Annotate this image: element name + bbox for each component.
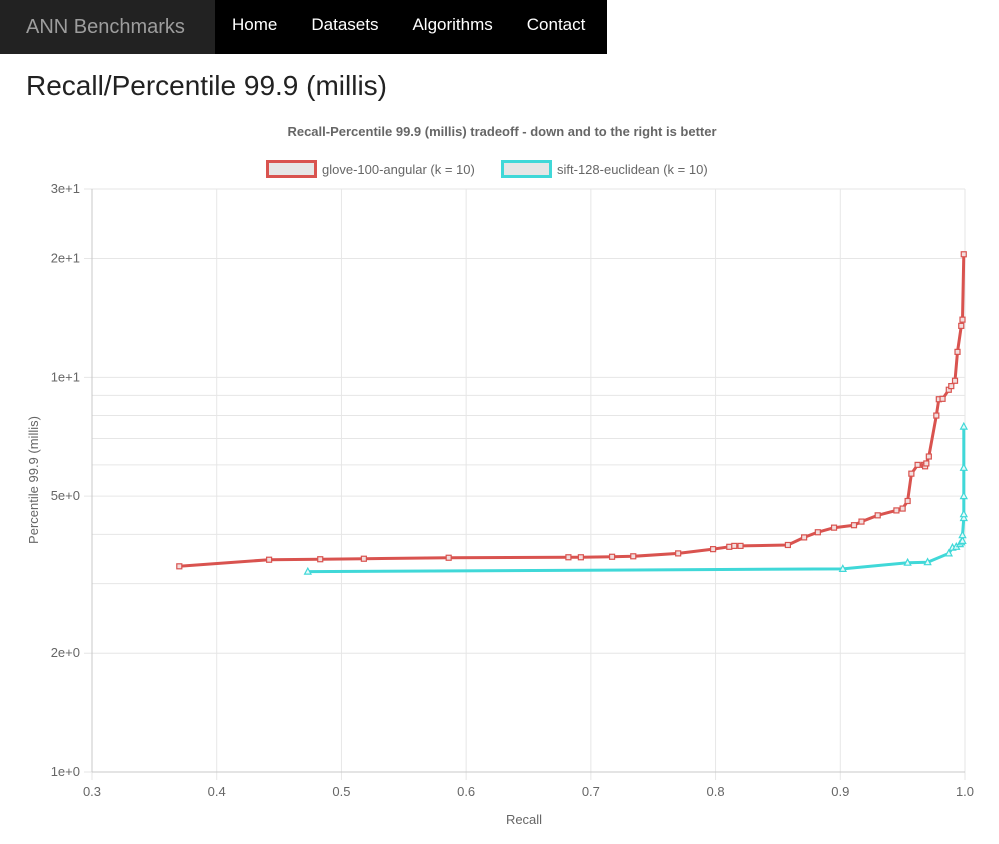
data-point-glove[interactable] [675, 550, 682, 557]
data-point-glove[interactable] [360, 555, 367, 562]
series-sift [303, 421, 968, 575]
data-point-glove[interactable] [954, 348, 961, 355]
data-point-glove[interactable] [951, 377, 959, 384]
data-point-glove[interactable] [858, 518, 865, 525]
data-point-glove[interactable] [608, 553, 616, 560]
y-tick-label: 1e+1 [51, 369, 80, 384]
legend-swatch-glove[interactable] [266, 160, 317, 178]
data-point-glove[interactable] [814, 529, 821, 536]
data-point-glove[interactable] [731, 542, 738, 549]
data-point-glove[interactable] [445, 554, 452, 561]
nav-datasets[interactable]: Datasets [311, 15, 379, 34]
data-point-glove[interactable] [914, 461, 921, 468]
data-point-glove[interactable] [933, 412, 940, 419]
grid [84, 188, 966, 780]
chart-title: Recall-Percentile 99.9 (millis) tradeoff… [287, 124, 716, 139]
data-point-glove[interactable] [726, 543, 733, 550]
data-point-glove[interactable] [176, 563, 183, 570]
data-point-sift[interactable] [958, 530, 967, 539]
y-axis-title: Percentile 99.9 (millis) [26, 416, 41, 544]
data-point-glove[interactable] [784, 541, 792, 549]
x-tick-labels: 0.3 0.4 0.5 0.6 0.7 0.8 0.9 1.0 [83, 784, 974, 799]
nav-algorithms[interactable]: Algorithms [412, 15, 493, 34]
x-tick-label: 0.3 [83, 784, 101, 799]
data-point-glove[interactable] [959, 316, 966, 323]
data-point-glove[interactable] [874, 512, 881, 519]
page-title: Recall/Percentile 99.9 (millis) [26, 70, 388, 101]
data-point-glove[interactable] [925, 453, 932, 460]
navbar: ANN Benchmarks Home Datasets Algorithms … [0, 0, 607, 54]
nav-contact[interactable]: Contact [526, 15, 586, 34]
y-tick-label: 3e+1 [51, 181, 80, 196]
data-point-glove[interactable] [801, 534, 808, 541]
data-point-glove[interactable] [960, 251, 967, 258]
x-tick-label: 1.0 [956, 784, 974, 799]
data-point-sift[interactable] [303, 566, 312, 575]
data-point-sift[interactable] [959, 463, 968, 471]
nav-home[interactable]: Home [232, 15, 278, 34]
data-point-glove[interactable] [850, 522, 858, 529]
x-tick-label: 0.5 [332, 784, 350, 799]
data-point-glove[interactable] [948, 383, 955, 390]
x-tick-label: 0.7 [582, 784, 600, 799]
x-tick-label: 0.4 [208, 784, 226, 799]
data-point-sift[interactable] [958, 536, 967, 544]
data-point-glove[interactable] [939, 395, 946, 402]
data-point-glove[interactable] [709, 546, 717, 553]
data-point-glove[interactable] [577, 554, 584, 561]
data-point-glove[interactable] [265, 556, 273, 563]
data-point-glove[interactable] [904, 497, 911, 505]
y-tick-labels: 3e+1 2e+1 1e+1 5e+0 2e+0 1e+0 [51, 181, 80, 779]
series-glove [176, 251, 967, 570]
x-tick-label: 0.6 [457, 784, 475, 799]
data-point-sift[interactable] [923, 557, 932, 566]
series-line-glove [179, 254, 966, 568]
data-point-glove[interactable] [565, 554, 572, 561]
legend: glove-100-angular (k = 10) sift-128-eucl… [266, 160, 708, 178]
x-axis-title: Recall [506, 812, 542, 827]
data-point-sift[interactable] [959, 491, 968, 500]
data-point-glove[interactable] [737, 542, 744, 549]
data-point-glove[interactable] [899, 505, 906, 512]
data-point-sift[interactable] [959, 421, 968, 430]
data-point-glove[interactable] [958, 322, 965, 329]
data-point-sift[interactable] [944, 548, 953, 557]
data-point-sift[interactable] [959, 509, 968, 518]
data-point-glove[interactable] [923, 460, 930, 467]
y-tick-label: 1e+0 [51, 764, 80, 779]
series-line-sift [307, 426, 966, 574]
y-tick-label: 2e+0 [51, 645, 80, 660]
legend-label-sift: sift-128-euclidean (k = 10) [557, 162, 708, 177]
x-tick-label: 0.9 [831, 784, 849, 799]
data-point-glove[interactable] [908, 470, 915, 477]
data-point-glove[interactable] [893, 507, 900, 514]
data-point-sift[interactable] [959, 513, 968, 522]
legend-swatch-sift[interactable] [501, 160, 552, 178]
x-tick-label: 0.8 [707, 784, 725, 799]
brand-link[interactable]: ANN Benchmarks [0, 0, 215, 54]
data-point-glove[interactable] [630, 553, 637, 560]
data-point-glove[interactable] [830, 524, 838, 531]
legend-label-glove: glove-100-angular (k = 10) [322, 162, 475, 177]
data-point-sift[interactable] [903, 557, 912, 566]
y-tick-label: 5e+0 [51, 488, 80, 503]
data-point-sift[interactable] [838, 564, 847, 572]
series-layer [176, 251, 968, 575]
y-tick-label: 2e+1 [51, 251, 80, 266]
data-point-glove[interactable] [317, 556, 324, 563]
